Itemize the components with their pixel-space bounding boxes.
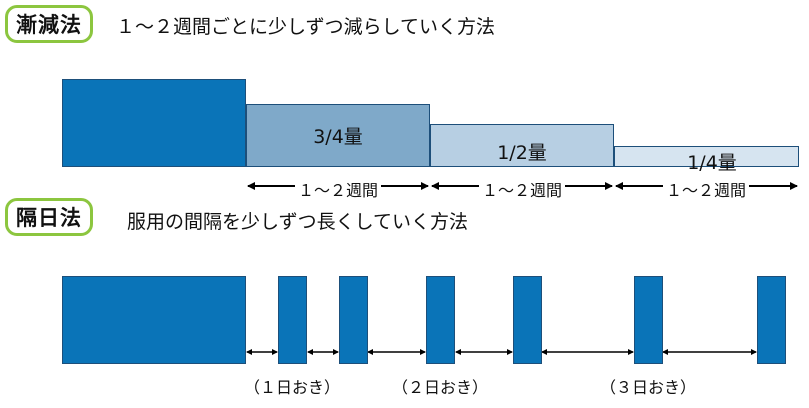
- dose-step-half: [430, 124, 614, 167]
- dose-bar: [757, 276, 786, 364]
- dose-bar: [278, 276, 307, 364]
- dose-step-three-quarter: [246, 104, 430, 167]
- period-label-2: １～２週間: [478, 177, 566, 201]
- dose-bar-daily: [62, 276, 246, 364]
- period-label-3: １～２週間: [662, 177, 750, 201]
- dose-bar: [339, 276, 368, 364]
- dose-step-label-half: 1/2量: [497, 142, 547, 164]
- taper-method-badge: 漸減法: [5, 5, 93, 43]
- dose-bar: [426, 276, 455, 364]
- period-label-1: １～２週間: [294, 177, 382, 201]
- dose-step-label-quarter: 1/4量: [687, 152, 737, 174]
- alternate-day-method-description: 服用の間隔を少しずつ長くしていく方法: [127, 211, 469, 233]
- dose-step-label-three-quarter: 3/4量: [313, 126, 363, 148]
- dose-bar: [513, 276, 542, 364]
- taper-method-description: １～２週間ごとに少しずつ減らしていく方法: [116, 16, 496, 38]
- alternate-day-method-badge: 隔日法: [5, 198, 93, 236]
- dose-step-full: [62, 79, 246, 167]
- interval-label-3: （３日おき）: [599, 378, 697, 397]
- dose-bar: [634, 276, 663, 364]
- interval-label-1: （１日おき）: [243, 378, 341, 397]
- dose-step-quarter: [614, 146, 799, 167]
- interval-label-2: （２日おき）: [391, 378, 489, 397]
